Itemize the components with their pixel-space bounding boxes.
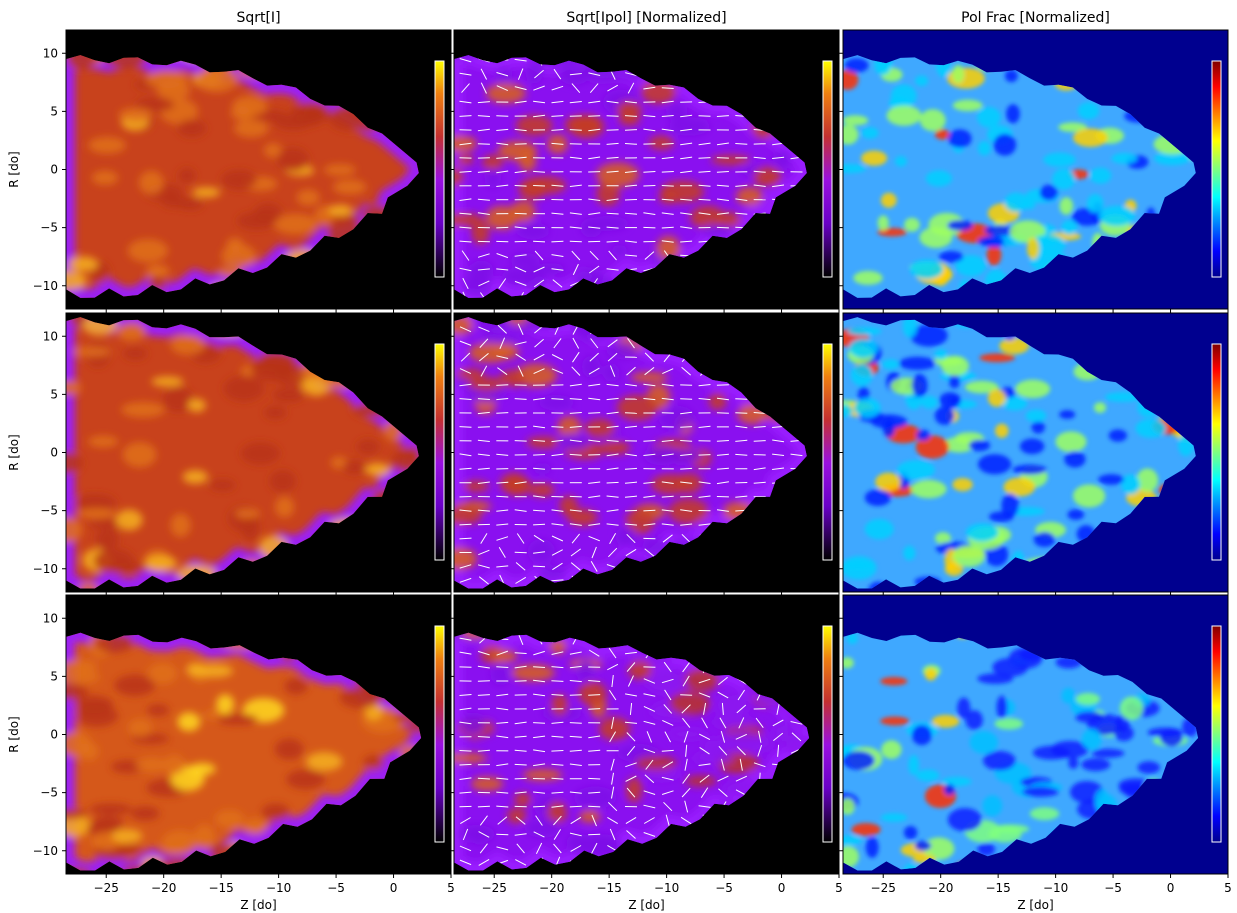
x-tick-label: −10 <box>266 881 291 895</box>
y-axis-label: R [do] <box>7 151 21 187</box>
x-tick-label: 0 <box>778 881 786 895</box>
x-tick-label: −25 <box>94 881 119 895</box>
colorbar <box>434 625 445 843</box>
y-tick-label: 0 <box>50 446 58 460</box>
x-tick-label: −20 <box>151 881 176 895</box>
x-tick-label: −10 <box>654 881 679 895</box>
y-axis-label: R [do] <box>7 716 21 752</box>
panel-r1-c3 <box>839 29 1229 313</box>
jet-emission <box>843 317 1196 589</box>
x-tick-label: 5 <box>447 881 455 895</box>
y-tick-label: 5 <box>50 104 58 118</box>
x-tick-label: −5 <box>1104 881 1122 895</box>
column-title-1: Sqrt[I] <box>236 10 280 26</box>
panel-r1-c2 <box>450 29 840 313</box>
x-axis-label: Z [do] <box>240 898 276 912</box>
panel-r3-c1 <box>62 594 452 878</box>
x-tick-label: −15 <box>596 881 621 895</box>
panel-r3-c3 <box>839 594 1229 878</box>
x-tick-label: −20 <box>539 881 564 895</box>
y-tick-label: −10 <box>33 844 58 858</box>
x-tick-label: 0 <box>1167 881 1175 895</box>
x-tick-label: −5 <box>327 881 345 895</box>
x-tick-label: −20 <box>928 881 953 895</box>
column-title-2: Sqrt[Ipol] [Normalized] <box>566 10 726 26</box>
x-tick-label: −25 <box>871 881 896 895</box>
colorbar <box>434 343 445 561</box>
panel-r2-c1 <box>62 312 452 596</box>
x-tick-label: 5 <box>835 881 843 895</box>
y-tick-label: 10 <box>43 611 58 625</box>
x-axis-label: Z [do] <box>1017 898 1053 912</box>
colorbar <box>822 60 833 278</box>
y-tick-label: −5 <box>40 504 58 518</box>
colorbar <box>1211 625 1222 843</box>
x-tick-label: −15 <box>208 881 233 895</box>
y-tick-label: −10 <box>33 279 58 293</box>
panel-r2-c2 <box>450 312 840 596</box>
x-axis-label: Z [do] <box>628 898 664 912</box>
y-tick-label: −5 <box>40 786 58 800</box>
y-axis-label: R [do] <box>7 434 21 470</box>
colorbar <box>434 60 445 278</box>
x-tick-label: −5 <box>715 881 733 895</box>
x-tick-label: 0 <box>390 881 398 895</box>
colorbar <box>1211 343 1222 561</box>
y-tick-label: 5 <box>50 669 58 683</box>
x-tick-label: −15 <box>985 881 1010 895</box>
x-tick-label: 5 <box>1224 881 1232 895</box>
y-tick-label: 10 <box>43 329 58 343</box>
colorbar <box>822 343 833 561</box>
colorbar <box>1211 60 1222 278</box>
y-tick-label: −5 <box>40 221 58 235</box>
panel-r3-c2 <box>450 594 840 878</box>
x-tick-label: −10 <box>1043 881 1068 895</box>
panel-r1-c1 <box>62 29 452 313</box>
jet-emission <box>843 632 1199 871</box>
x-tick-label: −25 <box>482 881 507 895</box>
colorbar <box>822 625 833 843</box>
y-tick-label: 10 <box>43 46 58 60</box>
y-tick-label: −10 <box>33 562 58 576</box>
y-tick-label: 5 <box>50 387 58 401</box>
y-tick-label: 0 <box>50 728 58 742</box>
y-tick-label: 0 <box>50 163 58 177</box>
column-title-3: Pol Frac [Normalized] <box>961 10 1110 26</box>
panel-r2-c3 <box>839 312 1229 596</box>
